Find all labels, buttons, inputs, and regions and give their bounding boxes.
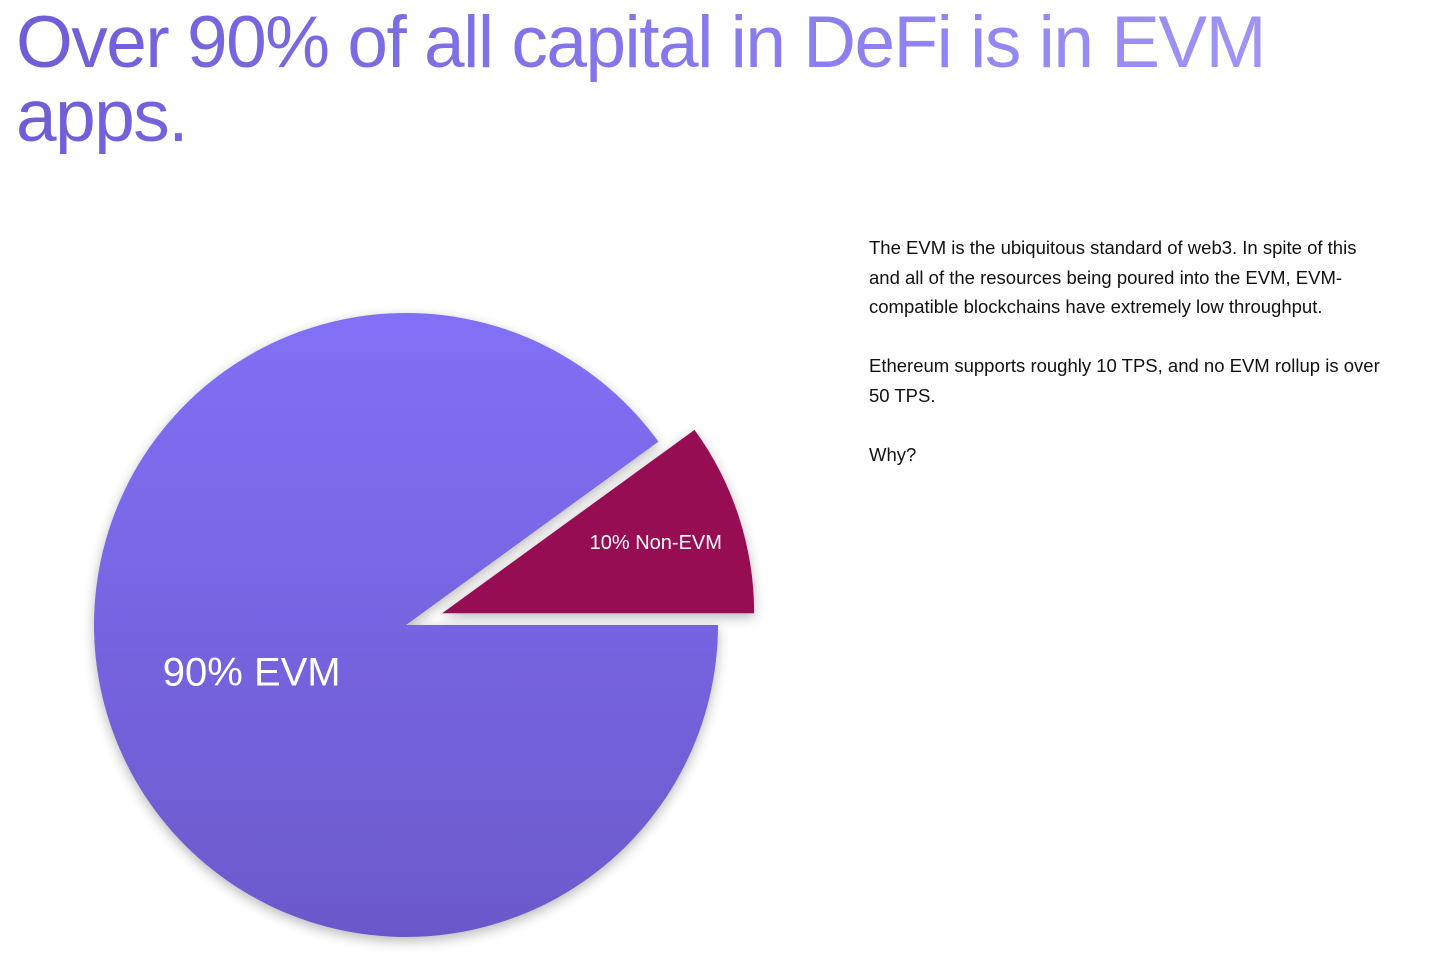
pie-chart: 90% EVM 10% Non-EVM <box>60 280 780 970</box>
pie-slice-non-evm <box>442 429 755 614</box>
pie-label-non-evm: 10% Non-EVM <box>590 532 722 554</box>
pie-slice-evm <box>94 313 719 938</box>
pie-chart-svg: 90% EVM 10% Non-EVM <box>94 313 755 938</box>
headline: Over 90% of all capital in DeFi is in EV… <box>16 6 1436 154</box>
pie-label-evm: 90% EVM <box>163 651 341 695</box>
description-question: Why? <box>869 443 917 465</box>
description-paragraph: Ethereum supports roughly 10 TPS, and no… <box>869 355 1380 406</box>
description-text: The EVM is the ubiquitous standard of we… <box>869 233 1389 499</box>
description-paragraph: The EVM is the ubiquitous standard of we… <box>869 237 1357 317</box>
